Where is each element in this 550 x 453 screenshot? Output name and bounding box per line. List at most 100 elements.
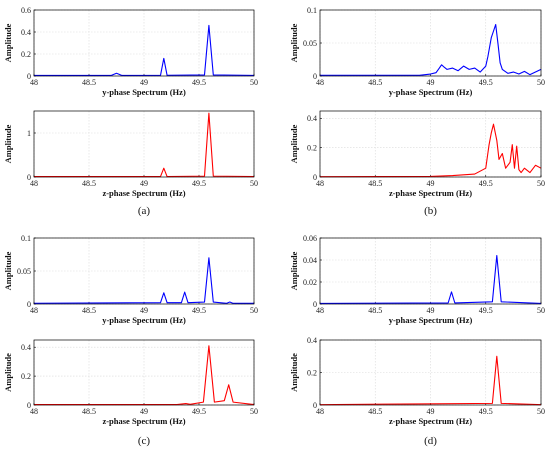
x-tick-label: 48.5 <box>82 179 96 188</box>
y-tick-label: 0 <box>27 173 31 182</box>
series-line-1 <box>34 24 255 76</box>
x-tick-label: 49.5 <box>479 407 493 416</box>
x-axis-label: z-phase Spectrum (Hz) <box>389 416 472 426</box>
plot-frame <box>33 9 255 77</box>
y-tick-label: 0.4 <box>21 28 31 37</box>
y-tick-label: 0.2 <box>307 143 317 152</box>
x-tick-label: 49.5 <box>192 407 206 416</box>
x-tick-label: 48 <box>30 179 38 188</box>
chart-panel-7: 48 48.5 49 49.5 50 0 0.02 0.04 0.06 y-phase Spect… <box>289 234 545 447</box>
series-line-1 <box>319 123 542 178</box>
x-tick-label: 49 <box>140 179 148 188</box>
y-tick-label: 0 <box>313 300 317 309</box>
x-tick-label: 48.5 <box>368 78 382 87</box>
y-tick-label: 0.2 <box>21 50 31 59</box>
y-tick-label: 0.02 <box>303 278 317 287</box>
panel-caption: (a) <box>138 205 151 217</box>
x-tick-label: 49.5 <box>192 179 206 188</box>
x-tick-label: 50 <box>537 179 545 188</box>
panel-caption: (c) <box>138 435 151 447</box>
chart-panel-3: 48 48.5 49 49.5 50 0 0.05 0.1 y-phase Spectrum (… <box>289 6 545 217</box>
y-tick-label: 0 <box>313 401 317 410</box>
x-tick-label: 50 <box>250 78 258 87</box>
plot-frame <box>33 237 255 305</box>
x-tick-label: 48 <box>316 407 324 416</box>
x-tick-label: 49 <box>427 407 435 416</box>
x-tick-label: 49.5 <box>192 306 206 315</box>
x-tick-label: 50 <box>537 78 545 87</box>
x-tick-label: 48 <box>30 78 38 87</box>
x-tick-label: 49 <box>140 78 148 87</box>
series-line-1 <box>319 355 542 406</box>
y-tick-label: 0.1 <box>21 234 31 243</box>
series-line-1 <box>320 23 542 76</box>
y-tick-label: 0.04 <box>303 256 317 265</box>
y-tick-label: 0 <box>27 401 31 410</box>
x-tick-label: 49 <box>427 306 435 315</box>
y-axis-label: Amplitude <box>289 251 299 290</box>
x-tick-label: 48.5 <box>82 407 96 416</box>
y-tick-label: 0.2 <box>307 368 317 377</box>
x-tick-label: 49.5 <box>479 306 493 315</box>
plot-frame <box>319 237 542 305</box>
y-tick-label: 0.6 <box>21 6 31 15</box>
chart-panel-5: 48 48.5 49 49.5 50 0 0.05 0.1 y-phase Spectrum (… <box>3 234 258 447</box>
x-tick-label: 48.5 <box>82 306 96 315</box>
series-line-1 <box>34 112 255 178</box>
x-axis-label: z-phase Spectrum (Hz) <box>389 188 472 198</box>
y-axis-label: Amplitude <box>3 251 13 290</box>
y-axis-label: Amplitude <box>3 23 13 62</box>
y-tick-label: 0.4 <box>307 336 317 345</box>
x-tick-label: 49 <box>427 179 435 188</box>
x-axis-label: y-phase Spectrum (Hz) <box>389 87 473 97</box>
plot-frame <box>319 339 542 406</box>
chart-panel-2: 48 48.5 49 49.5 50 0 1 z-phase Spectrum (Hz) Amp… <box>3 110 258 198</box>
plot-frame <box>33 110 255 178</box>
x-axis-label: z-phase Spectrum (Hz) <box>102 416 185 426</box>
y-tick-label: 0 <box>27 72 31 81</box>
x-tick-label: 50 <box>537 407 545 416</box>
x-tick-label: 49.5 <box>192 78 206 87</box>
panel-caption: (d) <box>424 435 437 447</box>
x-tick-label: 48 <box>316 179 324 188</box>
x-tick-label: 49.5 <box>479 78 493 87</box>
plot-frame <box>33 339 255 406</box>
y-tick-label: 0.05 <box>17 267 31 276</box>
x-tick-label: 50 <box>250 306 258 315</box>
x-tick-label: 48 <box>30 407 38 416</box>
y-axis-label: Amplitude <box>289 353 299 392</box>
series-line-1 <box>33 257 254 304</box>
x-tick-label: 48.5 <box>368 407 382 416</box>
y-tick-label: 0.2 <box>21 372 31 381</box>
series-line-1 <box>319 255 542 305</box>
x-tick-label: 48 <box>316 78 324 87</box>
series-line-1 <box>34 345 255 406</box>
y-axis-label: Amplitude <box>3 353 13 392</box>
x-tick-label: 49.5 <box>479 179 493 188</box>
x-axis-label: y-phase Spectrum (Hz) <box>102 315 186 325</box>
chart-panel-6: 48 48.5 49 49.5 50 0 0.2 0.4 z-phase Spectrum (H… <box>3 339 258 426</box>
y-tick-label: 0.4 <box>21 343 31 352</box>
x-tick-label: 48.5 <box>368 306 382 315</box>
plot-frame <box>319 9 542 77</box>
y-tick-label: 0.05 <box>303 39 317 48</box>
chart-panel-1: 48 48.5 49 49.5 50 0 0.2 0.4 0.6 y-phase Spectrum… <box>3 6 258 217</box>
y-tick-label: 1 <box>27 129 31 138</box>
y-tick-label: 0.4 <box>307 114 317 123</box>
y-axis-label: Amplitude <box>289 124 299 163</box>
chart-panel-8: 48 48.5 49 49.5 50 0 0.2 0.4 z-phase Spectrum (H… <box>289 336 545 426</box>
x-tick-label: 48.5 <box>82 78 96 87</box>
y-tick-label: 0 <box>27 300 31 309</box>
x-tick-label: 48 <box>30 306 38 315</box>
x-tick-label: 49 <box>140 407 148 416</box>
x-tick-label: 50 <box>250 407 258 416</box>
x-tick-label: 48.5 <box>368 179 382 188</box>
x-tick-label: 49 <box>140 306 148 315</box>
y-tick-label: 0 <box>313 72 317 81</box>
chart-panel-4: 48 48.5 49 49.5 50 0 0.2 0.4 z-phase Spectrum (H… <box>289 110 545 198</box>
x-axis-label: z-phase Spectrum (Hz) <box>102 188 185 198</box>
y-axis-label: Amplitude <box>3 124 13 163</box>
y-tick-label: 0.06 <box>303 234 317 243</box>
